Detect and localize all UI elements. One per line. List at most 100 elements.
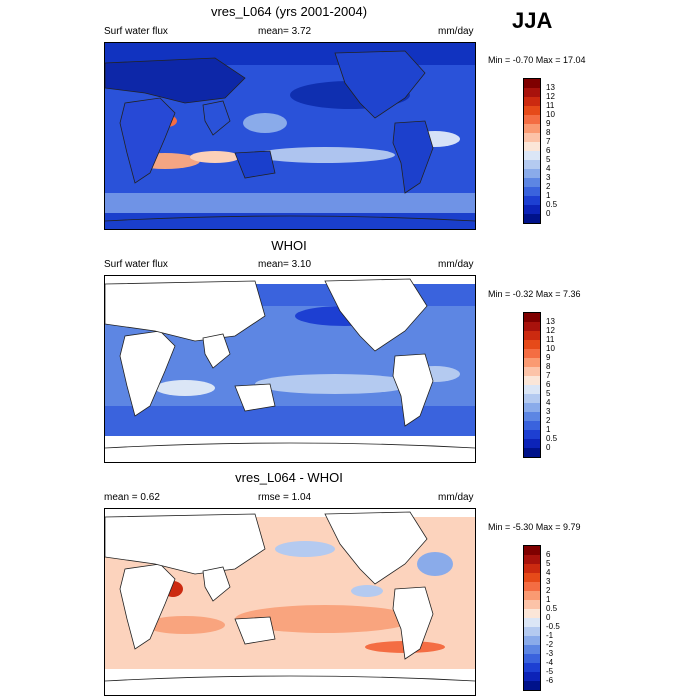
- panel-1-colorbar-swatch: [524, 169, 540, 178]
- panel-3-colorbar-swatch: [524, 555, 540, 564]
- panel-3-colorbar-swatch: [524, 627, 540, 636]
- panel-3-rmse-label: rmse = 1.04: [258, 492, 312, 503]
- panel-1-map: [104, 42, 476, 230]
- panel-3-colorbar-label: 3: [546, 577, 551, 586]
- panel-3-colorbar-label: -1: [546, 631, 554, 640]
- panel-1-colorbar-swatch: [524, 106, 540, 115]
- panel-2-colorbar-label: 4: [546, 398, 551, 407]
- panel-2-colorbar-swatch: [524, 430, 540, 439]
- panel-2-colorbar-swatch: [524, 349, 540, 358]
- panel-2-colorbar-label: 3: [546, 407, 551, 416]
- panel-1-colorbar-swatch: [524, 214, 540, 223]
- panel-3-minmax: Min = -5.30 Max = 9.79: [488, 522, 581, 532]
- panel-1-colorbar-swatch: [524, 79, 540, 88]
- panel-2-colorbar-label: 13: [546, 317, 555, 326]
- panel-2-colorbar-label: 5: [546, 389, 551, 398]
- panel-1-colorbar-swatch: [524, 151, 540, 160]
- panel-3-colorbar-swatch: [524, 654, 540, 663]
- panel-2-map: [104, 275, 476, 463]
- panel-1-colorbar-label: 6: [546, 146, 551, 155]
- panel-1-colorbar-label: 3: [546, 173, 551, 182]
- panel-3-colorbar-swatch: [524, 645, 540, 654]
- panel-3-colorbar-swatch: [524, 672, 540, 681]
- panel-3-colorbar-label: -6: [546, 676, 554, 685]
- panel-3-title: vres_L064 - WHOI: [235, 470, 343, 485]
- panel-3-colorbar-swatch: [524, 564, 540, 573]
- panel-2-colorbar-label: 1: [546, 425, 551, 434]
- panel-2-variable-label: Surf water flux: [104, 259, 168, 270]
- panel-1-colorbar-swatch: [524, 88, 540, 97]
- panel-3-colorbar-label: -5: [546, 667, 554, 676]
- panel-3-colorbar-label: -2: [546, 640, 554, 649]
- panel-1-colorbar-swatch: [524, 196, 540, 205]
- panel-2-colorbar-label: 8: [546, 362, 551, 371]
- panel-1-colorbar-label: 0: [546, 209, 551, 218]
- panel-1-colorbar-swatch: [524, 133, 540, 142]
- panel-2-colorbar-swatch: [524, 358, 540, 367]
- panel-3-colorbar-label: 0: [546, 613, 551, 622]
- panel-2-units: mm/day: [438, 259, 474, 270]
- panel-1-colorbar-swatch: [524, 178, 540, 187]
- season-label: JJA: [512, 8, 553, 33]
- panel-1-colorbar-swatch: [524, 97, 540, 106]
- panel-1-colorbar-label: 9: [546, 119, 551, 128]
- panel-1-colorbar-label: 4: [546, 164, 551, 173]
- panel-3-colorbar-label: 6: [546, 550, 551, 559]
- panel-2-title: WHOI: [271, 238, 307, 253]
- panel-1-colorbar-swatch: [524, 124, 540, 133]
- panel-2-colorbar-label: 6: [546, 380, 551, 389]
- panel-3-colorbar-label: 2: [546, 586, 551, 595]
- panel-1-colorbar-label: 0.5: [546, 200, 558, 209]
- panel-1-colorbar-swatch: [524, 142, 540, 151]
- panel-1-colorbar-label: 12: [546, 92, 555, 101]
- panel-3-colorbar-swatch: [524, 582, 540, 591]
- panel-1-colorbar-label: 1: [546, 191, 551, 200]
- panel-1-colorbar-label: 8: [546, 128, 551, 137]
- panel-1-colorbar-label: 5: [546, 155, 551, 164]
- panel-1-colorbar-label: 13: [546, 83, 555, 92]
- panel-3-colorbar-swatch: [524, 618, 540, 627]
- panel-2-colorbar-label: 11: [546, 335, 555, 344]
- panel-1-variable-label: Surf water flux: [104, 26, 168, 37]
- panel-3-colorbar-label: 1: [546, 595, 551, 604]
- panel-2-colorbar-swatch: [524, 367, 540, 376]
- panel-1-minmax: Min = -0.70 Max = 17.04: [488, 55, 586, 65]
- panel-2-colorbar-swatch: [524, 403, 540, 412]
- panel-2-colorbar: [523, 312, 541, 458]
- panel-3-mean-label: mean = 0.62: [104, 492, 160, 503]
- panel-1-colorbar-label: 11: [546, 101, 555, 110]
- panel-3-colorbar-swatch: [524, 546, 540, 555]
- panel-3-colorbar-label: -4: [546, 658, 554, 667]
- panel-1-mean-label: mean= 3.72: [258, 26, 312, 37]
- panel-2-colorbar-label: 9: [546, 353, 551, 362]
- panel-3-colorbar: [523, 545, 541, 691]
- panel-3-map: [104, 508, 476, 696]
- panel-3-colorbar-label: 4: [546, 568, 551, 577]
- panel-2-colorbar-label: 0.5: [546, 434, 558, 443]
- panel-3-colorbar-swatch: [524, 600, 540, 609]
- panel-3-units: mm/day: [438, 492, 474, 503]
- panel-1-colorbar-label: 7: [546, 137, 551, 146]
- panel-2-colorbar-swatch: [524, 439, 540, 448]
- panel-2-colorbar-label: 12: [546, 326, 555, 335]
- panel-2-colorbar-swatch: [524, 331, 540, 340]
- panel-3-colorbar-label: -0.5: [546, 622, 560, 631]
- panel-3-colorbar-swatch: [524, 681, 540, 690]
- panel-2-colorbar-label: 2: [546, 416, 551, 425]
- panel-3-colorbar-swatch: [524, 573, 540, 582]
- panel-1-title: vres_L064 (yrs 2001-2004): [210, 4, 368, 19]
- panel-2-colorbar-swatch: [524, 394, 540, 403]
- panel-2-colorbar-swatch: [524, 421, 540, 430]
- panel-3-colorbar-swatch: [524, 609, 540, 618]
- panel-2-colorbar-swatch: [524, 412, 540, 421]
- panel-2-colorbar-label: 10: [546, 344, 555, 353]
- panel-1-colorbar-swatch: [524, 205, 540, 214]
- panel-2-colorbar-swatch: [524, 322, 540, 331]
- panel-1-colorbar-label: 2: [546, 182, 551, 191]
- panel-3-colorbar-label: 0.5: [546, 604, 558, 613]
- panel-3-colorbar-label: -3: [546, 649, 554, 658]
- panel-2-minmax: Min = -0.32 Max = 7.36: [488, 289, 581, 299]
- panel-1-units: mm/day: [438, 26, 474, 37]
- panel-1-colorbar-swatch: [524, 160, 540, 169]
- panel-2-colorbar-label: 7: [546, 371, 551, 380]
